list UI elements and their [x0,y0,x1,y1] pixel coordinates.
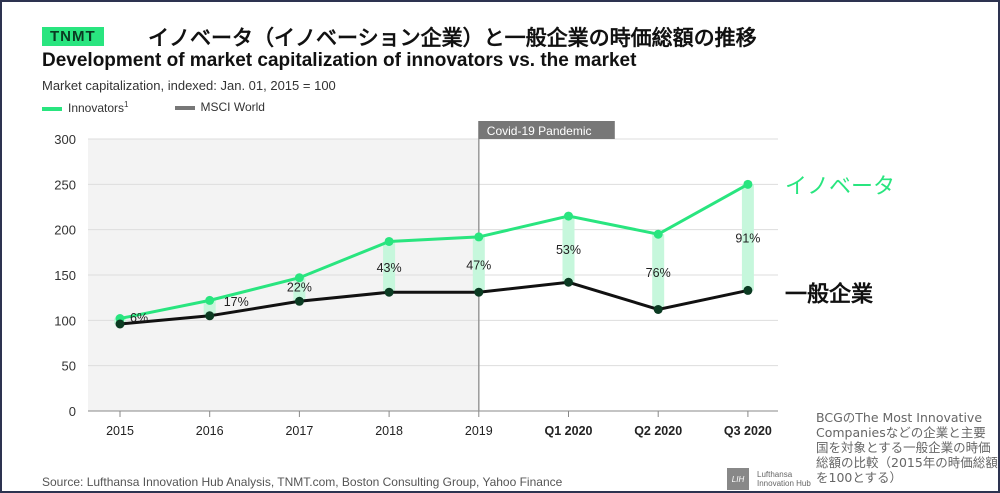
legend-swatch [174,105,195,110]
gap-label: 53% [556,243,581,257]
data-point [743,179,753,189]
gap-label: 43% [377,261,402,275]
gap-label: 91% [735,231,760,245]
data-point [653,229,663,239]
lih-logo: LIH Lufthansa Innovation Hub [727,468,811,490]
logo-line1: Lufthansa [757,470,793,479]
x-tick-label: 2017 [285,424,313,438]
lih-mark: LIH [727,468,749,490]
data-point [653,304,663,314]
gap-label: 22% [287,280,312,294]
x-tick-label: Q3 2020 [724,424,772,438]
gap-label: 6% [130,311,148,325]
gap-bar [293,277,306,302]
data-point [205,311,215,321]
market-end-label: 一般企業 [785,281,874,306]
japanese-note: BCGのThe Most Innovative Companiesなどの企業と主… [816,410,998,485]
y-tick-label: 250 [54,177,76,192]
gap-bar [203,300,216,316]
y-tick-label: 0 [69,404,76,419]
data-point [294,273,304,283]
x-tick-label: 2019 [465,424,493,438]
y-tick-label: 200 [54,223,76,238]
pandemic-label: Covid-19 Pandemic [487,124,592,138]
legend-item-innovators: Innovators1 [42,100,129,115]
footnote-mark: 1 [124,100,129,109]
gap-bar [562,216,575,283]
gap-label: 47% [466,259,491,273]
series-line-msci [119,280,749,326]
gap-label: 76% [646,266,671,280]
legend-label: MSCI World [200,100,265,114]
chart-subtitle: Market capitalization, indexed: Jan. 01,… [42,78,336,93]
legend-item-msci: MSCI World [174,100,265,115]
y-tick-label: 100 [54,313,76,328]
data-point [474,232,484,242]
data-point [294,296,304,306]
brand-logo: TNMT [42,27,104,46]
y-tick-label: 150 [54,268,76,283]
gap-bar [652,234,665,310]
gap-bar [383,241,396,293]
data-point [564,211,573,221]
logo-line2: Innovation Hub [757,479,811,488]
japanese-title: イノベータ（イノベーション企業）と一般企業の時価総額の推移 [148,26,757,50]
chart-title: Development of market capitalization of … [42,50,637,71]
x-tick-label: Q1 2020 [545,424,593,438]
series-line-innovators [119,183,749,320]
data-point [115,319,125,329]
innovators-end-label: イノベータ [785,173,895,198]
y-tick-label: 50 [62,359,76,374]
x-tick-label: 2018 [375,424,403,438]
x-tick-label: 2016 [196,424,224,438]
x-tick-label: Q2 2020 [634,424,682,438]
data-point [384,236,394,246]
legend-swatch [42,106,62,111]
legend-label: Innovators [68,101,125,115]
data-point [564,277,573,287]
gap-label: 17% [224,295,249,309]
data-point [743,285,753,295]
data-point [474,287,484,297]
gap-bar [741,184,754,291]
pandemic-label-bg [478,121,615,139]
source-text: Source: Lufthansa Innovation Hub Analysi… [42,475,563,489]
data-point [205,295,215,305]
x-tick-label: 2015 [106,424,134,438]
data-point [384,287,394,297]
gap-bar [472,236,485,293]
legend: Innovators1 MSCI World [42,100,265,115]
y-tick-label: 300 [54,132,76,147]
